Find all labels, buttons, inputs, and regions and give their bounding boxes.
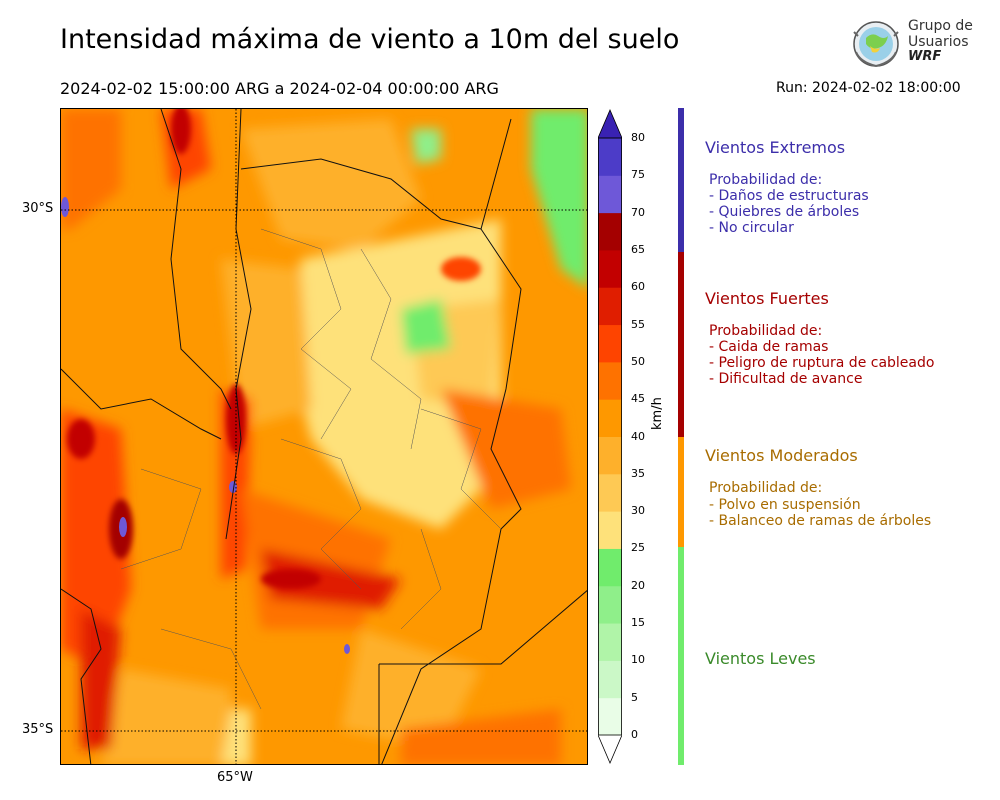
colorbar-band	[598, 548, 622, 587]
colorbar-tick-label: 15	[631, 616, 645, 630]
colorbar-unit: km/h	[650, 397, 665, 430]
legend-bar-extreme	[678, 108, 684, 252]
colorbar-min-arrow	[598, 734, 622, 765]
colorbar-band	[598, 585, 622, 624]
colorbar-band	[598, 473, 622, 512]
colorbar-tick-label: 30	[631, 504, 645, 518]
legend-title-moderate: Vientos Moderados	[705, 446, 858, 465]
legend-strong-line: - Caida de ramas	[709, 339, 829, 355]
colorbar-band	[598, 249, 622, 288]
colorbar-band	[598, 399, 622, 437]
colorbar-band	[598, 212, 622, 251]
colorbar-tick-label: 10	[631, 653, 645, 667]
map-title: Intensidad máxima de viento a 10m del su…	[60, 24, 680, 55]
colorbar-tick-label: 55	[631, 317, 645, 331]
legend-title-light: Vientos Leves	[705, 649, 816, 668]
legend-strong-line: - Peligro de ruptura de cableado	[709, 355, 935, 371]
lon-label-65w: 65°W	[217, 770, 253, 785]
colorbar-tick-label: 40	[631, 429, 645, 443]
legend-moderate-line: - Polvo en suspensión	[709, 497, 861, 513]
logo-text-line1: Grupo de	[908, 18, 973, 34]
legend-bar-strong	[678, 252, 684, 437]
colorbar-outline	[598, 137, 622, 736]
legend-extreme-line: - Daños de estructuras	[709, 188, 869, 204]
colorbar-max-arrow	[598, 108, 622, 139]
lat-label-30s: 30°S	[22, 201, 54, 216]
legend-strong-line: - Dificultad de avance	[709, 371, 863, 387]
colorbar-tick-label: 20	[631, 578, 645, 592]
run-timestamp: Run: 2024-02-02 18:00:00	[776, 80, 961, 96]
colorbar-tick-label: 80	[631, 131, 645, 144]
colorbar-band	[598, 436, 622, 475]
date-range: 2024-02-02 15:00:00 ARG a 2024-02-04 00:…	[60, 79, 499, 98]
colorbar-band	[598, 138, 622, 176]
colorbar-tick-label: 5	[631, 690, 638, 704]
legend-bar-moderate	[678, 437, 684, 547]
legend-moderate-line: Probabilidad de:	[709, 480, 823, 496]
colorbar-tick-label: 45	[631, 392, 645, 406]
colorbar-tick-label: 75	[631, 168, 645, 182]
logo-text-line2: Usuarios	[908, 34, 969, 50]
colorbar-tick-label: 25	[631, 541, 645, 555]
legend-extreme-line: - Quiebres de árboles	[709, 204, 860, 220]
legend-title-strong: Vientos Fuertes	[705, 289, 829, 308]
wind-field	[61, 109, 587, 764]
colorbar-tick-label: 60	[631, 280, 645, 294]
legend-extreme-line: - No circular	[709, 220, 794, 236]
wind-map	[60, 108, 588, 765]
colorbar-band	[598, 287, 622, 326]
colorbar-band	[598, 660, 622, 699]
colorbar-band	[598, 361, 622, 400]
colorbar-band	[598, 697, 622, 736]
legend-title-extreme: Vientos Extremos	[705, 138, 846, 157]
colorbar-tick-label: 70	[631, 205, 645, 219]
legend-strong-line: Probabilidad de:	[709, 323, 823, 339]
colorbar-tick-label: 65	[631, 242, 645, 256]
legend-bar-light	[678, 547, 684, 765]
colorbar-band	[598, 324, 622, 363]
legend-extreme-line: Probabilidad de:	[709, 172, 823, 188]
logo-text-line3: WRF	[908, 49, 942, 64]
globe-icon	[853, 21, 899, 67]
colorbar-tick-label: 35	[631, 466, 645, 480]
wrf-logo: Grupo de Usuarios WRF	[848, 16, 973, 72]
colorbar-band	[598, 175, 622, 214]
colorbar-tick-label: 50	[631, 354, 645, 368]
colorbar	[598, 108, 622, 765]
lat-label-35s: 35°S	[22, 722, 54, 737]
legend-moderate-line: - Balanceo de ramas de árboles	[709, 513, 932, 529]
colorbar-tick-label: 0	[631, 728, 638, 741]
colorbar-band	[598, 623, 622, 661]
colorbar-band	[598, 511, 622, 549]
